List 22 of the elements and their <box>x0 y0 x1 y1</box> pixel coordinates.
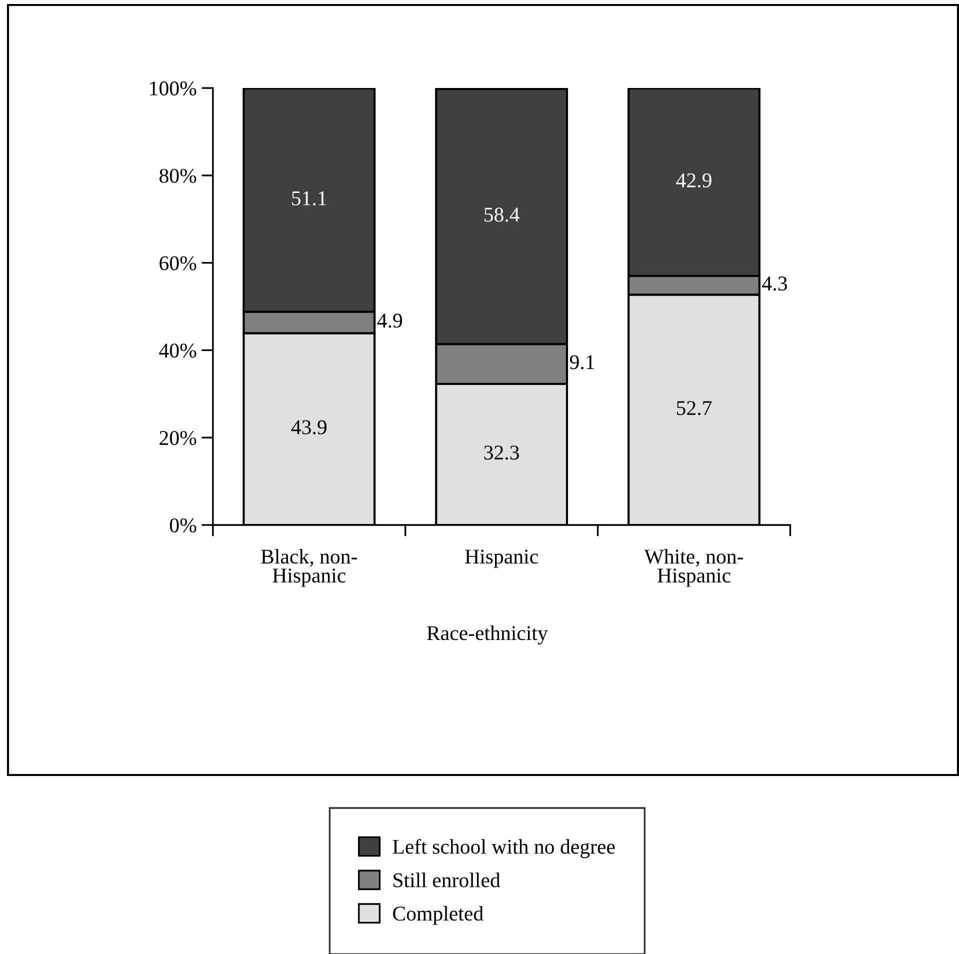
data-label: 32.3 <box>484 446 519 460</box>
y-tick-label: 100% <box>150 81 196 96</box>
data-label: 51.1 <box>292 191 326 206</box>
y-tick-label: 60% <box>160 256 196 270</box>
y-tick-label: 0% <box>170 518 196 532</box>
legend-label: Completed <box>393 906 484 925</box>
data-label: 58.4 <box>484 208 520 222</box>
x-tick-label: Black, non- Hispanic <box>261 549 357 587</box>
data-label: 43.9 <box>291 420 326 434</box>
x-tick-label: White, non- Hispanic <box>644 549 743 587</box>
legend-label: Left school with no degree <box>392 838 615 858</box>
data-label: 52.7 <box>676 401 712 416</box>
data-label: 4.9 <box>377 314 402 328</box>
data-label: 4.3 <box>762 276 787 291</box>
y-tick-label: 40% <box>159 344 196 358</box>
y-tick-label: 20% <box>160 430 196 446</box>
legend-label: Still enrolled <box>394 872 500 888</box>
data-label: 42.9 <box>676 173 712 188</box>
x-tick-label: Hispanic <box>465 550 538 568</box>
y-tick-label: 80% <box>160 168 196 183</box>
x-axis-title: Race-ethnicity <box>427 626 548 644</box>
data-label: 9.1 <box>570 355 594 370</box>
